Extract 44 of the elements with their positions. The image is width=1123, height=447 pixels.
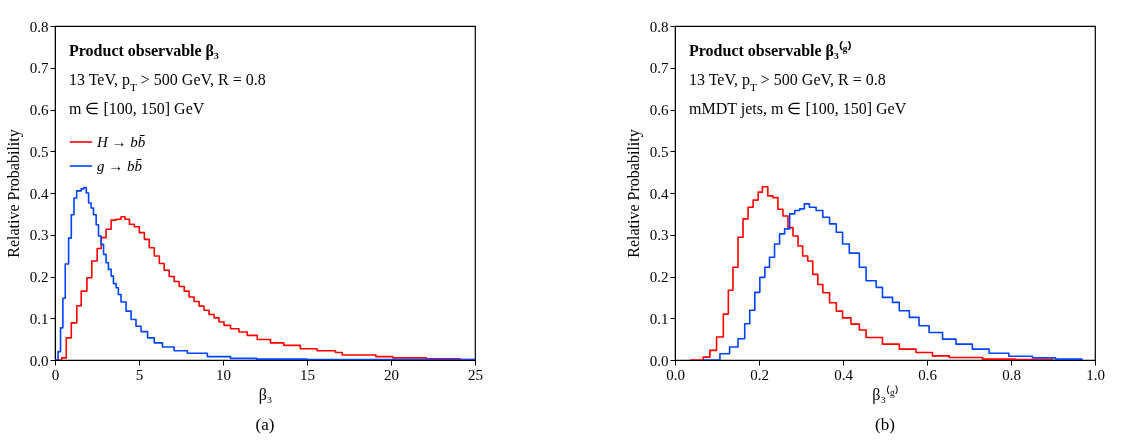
y-tick-label: 0.6 xyxy=(649,102,669,118)
y-tick-label: 0.7 xyxy=(649,60,669,77)
x-tick-label: 0.6 xyxy=(918,366,938,383)
y-tick-label: 0.3 xyxy=(29,227,49,244)
y-tick-label: 0.8 xyxy=(29,18,49,35)
y-tick-label: 0.4 xyxy=(649,185,669,202)
y-tick-label: 0.3 xyxy=(649,227,669,244)
text: (b) xyxy=(875,415,895,434)
y-axis-title: Relative Probability xyxy=(624,129,643,258)
text: Product observable β₃ xyxy=(69,42,220,60)
x-tick-label: 15 xyxy=(300,366,315,383)
y-tick-label: 0.0 xyxy=(29,352,49,369)
text: 13 TeV, p$_{T}$ > 500 GeV, R = 0.8 xyxy=(689,71,886,93)
legend-label: g → bb̄ xyxy=(97,158,143,174)
x-tick-label: 0.8 xyxy=(1002,366,1021,383)
x-tick-label: 5 xyxy=(135,366,144,383)
y-tick-label: 0.1 xyxy=(649,310,669,327)
y-tick-label: 0.6 xyxy=(29,102,49,118)
x-tick-label: 0.2 xyxy=(750,366,769,383)
x-tick-label: 0.0 xyxy=(666,366,685,383)
x-tick-label: 0.4 xyxy=(834,366,854,383)
y-tick-label: 0.2 xyxy=(649,269,669,285)
annotation: mMDT jets, m ∈ [100, 150] GeV xyxy=(689,100,907,118)
x-tick-label: 20 xyxy=(384,366,399,383)
y-tick-label: 0.5 xyxy=(29,143,49,160)
annotation: m ∈ [100, 150] GeV xyxy=(69,100,205,117)
text: (a) xyxy=(255,415,275,434)
y-tick-label: 0.5 xyxy=(649,143,669,160)
y-tick-label: 0.0 xyxy=(649,352,669,369)
text: Product observable β₃⁽ᵍ⁾ xyxy=(689,41,852,60)
x-tick-label: 0 xyxy=(51,366,60,383)
y-tick-label: 0.7 xyxy=(29,60,49,77)
x-axis-title: β₃ xyxy=(258,385,273,404)
y-tick-label: 0.1 xyxy=(29,310,49,327)
legend-label: H → bb̄ xyxy=(96,134,146,150)
x-tick-label: 1.0 xyxy=(1086,366,1105,383)
y-tick-label: 0.4 xyxy=(29,185,49,202)
y-tick-label: 0.2 xyxy=(29,269,49,285)
text: 13 TeV, p$_{T}$ > 500 GeV, R = 0.8 xyxy=(69,71,266,93)
x-tick-label: 10 xyxy=(216,366,231,383)
x-axis-title: β₃⁽ᵍ⁾ xyxy=(872,384,899,404)
y-tick-label: 0.8 xyxy=(649,18,669,35)
y-axis-title: Relative Probability xyxy=(4,129,23,258)
x-tick-label: 25 xyxy=(468,366,483,383)
